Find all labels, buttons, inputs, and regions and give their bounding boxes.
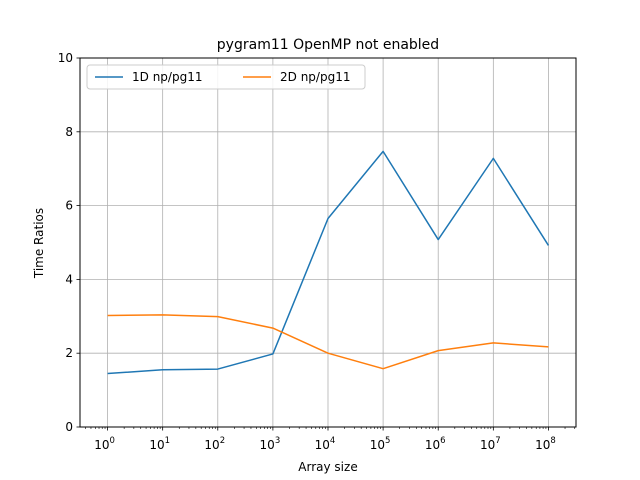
x-tick-label: 107 bbox=[480, 436, 501, 452]
series-group bbox=[107, 150, 550, 375]
y-tick-label: 2 bbox=[65, 346, 73, 360]
legend: 1D np/pg11 2D np/pg11 bbox=[86, 64, 366, 90]
x-tick-label: 105 bbox=[370, 436, 391, 452]
y-tick-label: 10 bbox=[58, 51, 73, 65]
series-line-2 bbox=[107, 314, 549, 370]
x-tick-label: 103 bbox=[260, 436, 281, 452]
chart-title: pygram11 OpenMP not enabled bbox=[217, 37, 439, 53]
x-tick-label: 104 bbox=[315, 436, 336, 452]
legend-label: 1D np/pg11 bbox=[132, 70, 202, 84]
series-line-1 bbox=[107, 150, 550, 375]
legend-label: 2D np/pg11 bbox=[280, 70, 350, 84]
x-tick-label: 101 bbox=[149, 436, 170, 452]
x-ticks: 100 101 102 103 104 105 106 107 108 bbox=[94, 427, 556, 452]
y-axis-label: Time Ratios bbox=[32, 208, 46, 279]
y-tick-label: 0 bbox=[65, 420, 73, 434]
y-ticks: 0 2 4 6 8 10 bbox=[58, 51, 80, 434]
x-axis-label: Array size bbox=[298, 460, 357, 474]
y-tick-label: 4 bbox=[65, 272, 73, 286]
y-tick-label: 6 bbox=[65, 199, 73, 213]
y-tick-label: 8 bbox=[65, 125, 73, 139]
x-tick-label: 102 bbox=[204, 436, 225, 452]
x-tick-label: 108 bbox=[535, 436, 556, 452]
x-tick-label: 106 bbox=[425, 436, 446, 452]
x-tick-label: 100 bbox=[94, 436, 115, 452]
legend-box bbox=[86, 64, 366, 90]
